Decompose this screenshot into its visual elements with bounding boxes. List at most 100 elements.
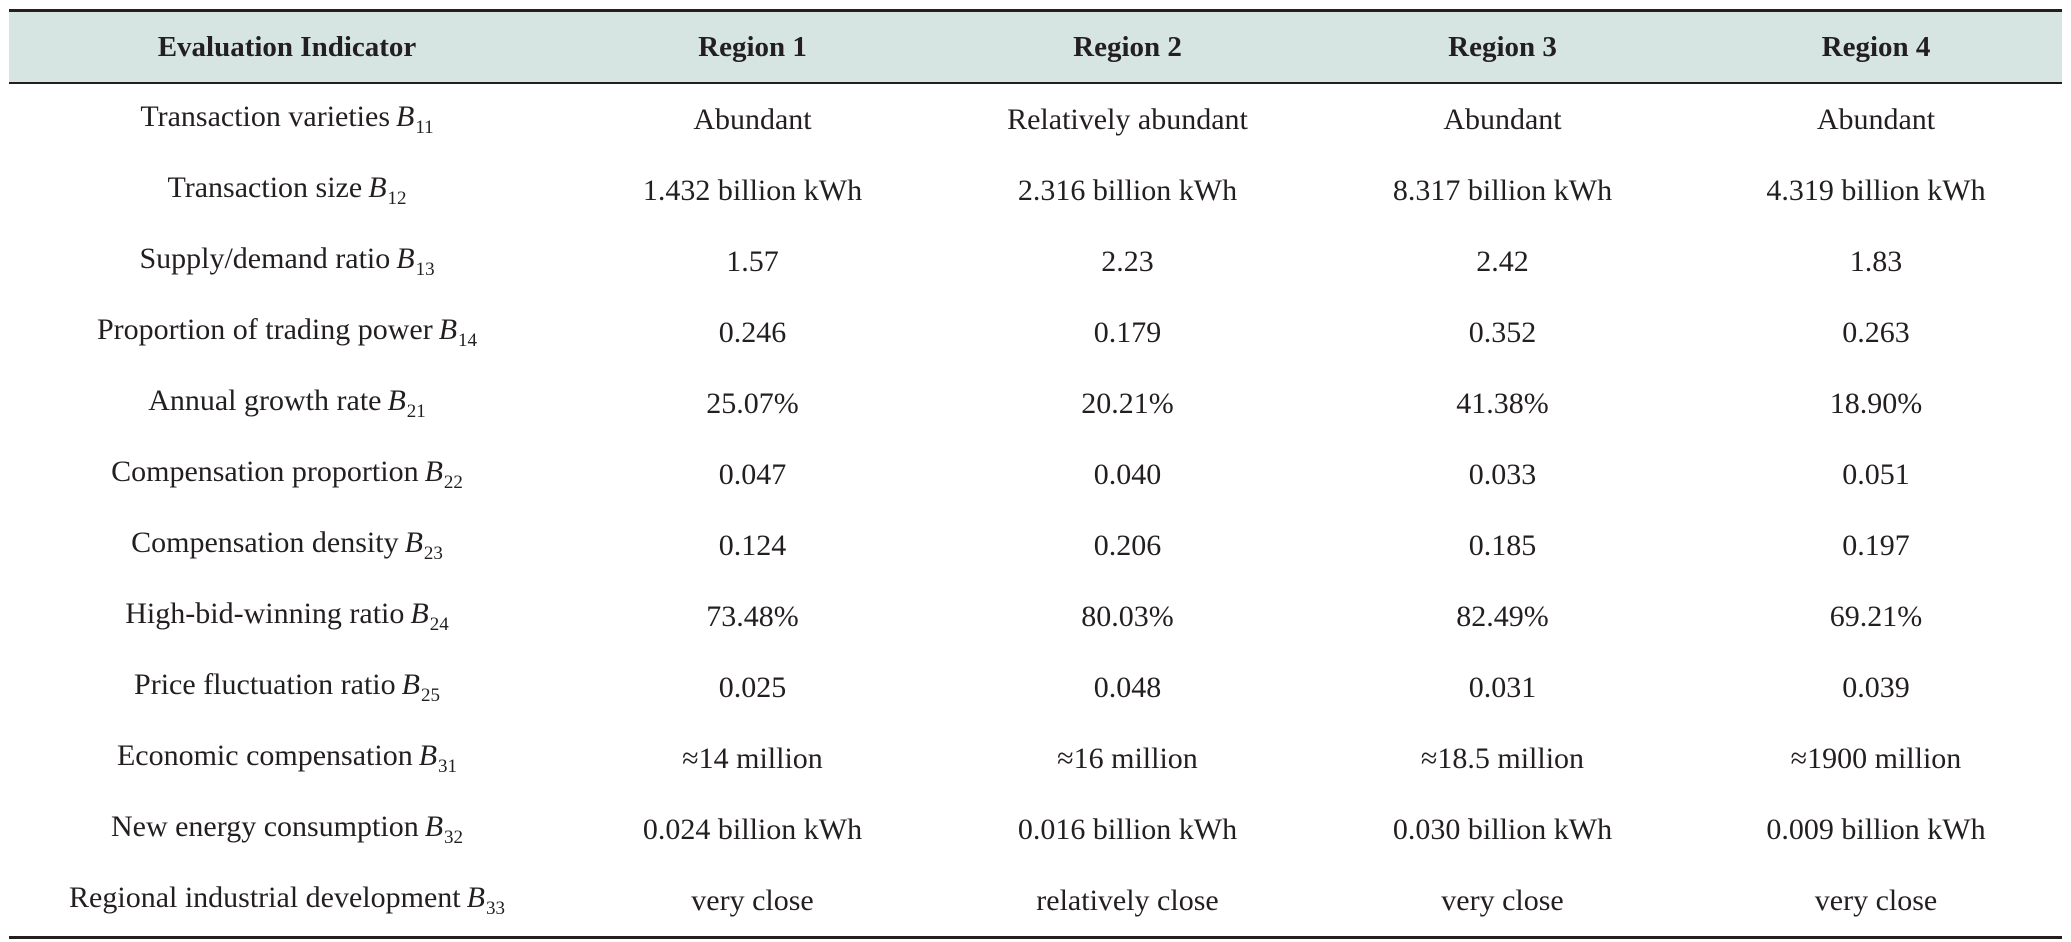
region-4-value: 0.197: [1842, 528, 1910, 562]
indicator-subscript: 25: [420, 685, 440, 706]
region-3-value: Abundant: [1443, 102, 1562, 136]
table-body: Transaction varieties B11 Abundant Relati…: [9, 83, 2062, 939]
region-1-value: 0.124: [718, 528, 787, 562]
indicator-cell: Annual growth rate B21: [9, 368, 565, 439]
region-3-value: very close: [1315, 865, 1690, 939]
header-row: Evaluation Indicator Region 1 Region 2 R…: [9, 9, 2062, 84]
region-2-value: 20.21%: [1081, 386, 1174, 420]
indicator-symbol: B: [401, 668, 420, 701]
header-evaluation-indicator: Evaluation Indicator: [9, 9, 565, 84]
indicator-symbol: B: [466, 881, 485, 914]
indicator-subscript: 11: [415, 117, 434, 138]
region-1-value: 1.432 billion kWh: [642, 173, 863, 207]
indicator-label: Compensation density: [131, 526, 399, 559]
region-4-value: 0.009 billion kWh: [1766, 812, 1986, 846]
region-1-value: Abundant: [693, 102, 812, 136]
evaluation-table-container: Evaluation Indicator Region 1 Region 2 R…: [9, 9, 2062, 939]
region-4-value: ≈1900 million: [1790, 741, 1962, 775]
region-4-value: 4.319 billion kWh: [1766, 173, 1986, 207]
table-row: High-bid-winning ratio B24 73.48% 80.03% …: [9, 581, 2062, 652]
region-4-value: 0.263: [1842, 315, 1910, 349]
region-1-value: 73.48%: [706, 599, 799, 633]
header-region-1: Region 1: [565, 9, 940, 84]
header-region-4: Region 4: [1690, 9, 2062, 84]
region-4-value: Abundant: [1816, 102, 1936, 136]
region-2-value: 0.048: [1093, 670, 1162, 704]
indicator-subscript: 33: [485, 898, 505, 919]
indicator-label: Price fluctuation ratio: [134, 668, 396, 701]
table-row: Compensation density B23 0.124 0.206 0.18…: [9, 510, 2062, 581]
table-row: Transaction varieties B11 Abundant Relati…: [9, 83, 2062, 155]
region-2-value: ≈16 million: [1057, 741, 1198, 775]
table-row: Annual growth rate B21 25.07% 20.21% 41.3…: [9, 368, 2062, 439]
region-3-value: 0.031: [1468, 670, 1537, 704]
region-1-value: 0.024 billion kWh: [642, 812, 863, 846]
region-3-value: ≈18.5 million: [1420, 741, 1585, 775]
region-2-value: 2.23: [1101, 244, 1154, 278]
table-row: Regional industrial development B33 very …: [9, 865, 2062, 939]
region-2-value: 0.179: [1093, 315, 1162, 349]
indicator-cell: Transaction size B12: [9, 155, 565, 226]
region-2-value: 80.03%: [1081, 599, 1174, 633]
indicator-label: New energy consumption: [110, 810, 419, 843]
region-3-value: 8.317 billion kWh: [1392, 173, 1613, 207]
indicator-label: Compensation proportion: [111, 455, 419, 488]
indicator-label: Supply/demand ratio: [139, 242, 391, 275]
indicator-symbol: B: [418, 739, 438, 772]
indicator-symbol: B: [424, 810, 444, 843]
indicator-label: Transaction size: [167, 171, 363, 204]
indicator-cell: Price fluctuation ratio B25: [9, 652, 565, 723]
region-2-value: 0.206: [1093, 528, 1162, 562]
indicator-label: Proportion of trading power: [96, 313, 433, 346]
region-2-value: 0.016 billion kWh: [1017, 812, 1238, 846]
region-4-value: 0.051: [1842, 457, 1910, 491]
region-1-value: 0.047: [718, 457, 787, 491]
indicator-subscript: 24: [429, 614, 449, 635]
region-1-value: 1.57: [726, 244, 779, 278]
region-3-value: 82.49%: [1456, 599, 1549, 633]
region-3-value: 0.352: [1468, 315, 1537, 349]
table-row: Price fluctuation ratio B25 0.025 0.048 0…: [9, 652, 2062, 723]
region-3-value: 0.033: [1468, 457, 1537, 491]
indicator-symbol: B: [424, 455, 443, 488]
evaluation-table: Evaluation Indicator Region 1 Region 2 R…: [9, 9, 2062, 939]
indicator-cell: Transaction varieties B11: [9, 83, 565, 155]
region-4-value: very close: [1690, 865, 2062, 939]
indicator-label: Economic compensation: [116, 739, 413, 772]
region-2-value: Relatively abundant: [1007, 102, 1248, 136]
indicator-symbol: B: [396, 242, 415, 275]
indicator-subscript: 21: [406, 401, 426, 422]
table-row: Proportion of trading power B14 0.246 0.1…: [9, 297, 2062, 368]
region-1-value: 0.025: [718, 670, 787, 704]
indicator-symbol: B: [438, 313, 458, 346]
indicator-cell: Economic compensation B31: [9, 723, 565, 794]
indicator-label: Transaction varieties: [140, 100, 391, 133]
indicator-cell: Supply/demand ratio B13: [9, 226, 565, 297]
indicator-cell: High-bid-winning ratio B24: [9, 581, 565, 652]
table-row: Supply/demand ratio B13 1.57 2.23 2.42 1.…: [9, 226, 2062, 297]
region-2-value: 2.316 billion kWh: [1017, 173, 1238, 207]
table-row: New energy consumption B32 0.024 billion …: [9, 794, 2062, 865]
indicator-subscript: 32: [444, 827, 464, 848]
header-region-3: Region 3: [1315, 9, 1690, 84]
indicator-cell: Proportion of trading power B14: [9, 297, 565, 368]
indicator-cell: Regional industrial development B33: [9, 865, 565, 939]
indicator-cell: New energy consumption B32: [9, 794, 565, 865]
indicator-subscript: 23: [423, 543, 443, 564]
region-3-value: 41.38%: [1456, 386, 1549, 420]
region-1-value: ≈14 million: [682, 741, 823, 775]
region-2-value: relatively close: [940, 865, 1315, 939]
region-3-value: 2.42: [1476, 244, 1529, 278]
indicator-symbol: B: [404, 526, 423, 559]
region-1-value: 25.07%: [706, 386, 799, 420]
table-header: Evaluation Indicator Region 1 Region 2 R…: [9, 9, 2062, 84]
region-1-value: very close: [565, 865, 940, 939]
header-region-2: Region 2: [940, 9, 1315, 84]
indicator-subscript: 22: [443, 472, 463, 493]
indicator-label: Regional industrial development: [69, 881, 461, 914]
table-row: Compensation proportion B22 0.047 0.040 0…: [9, 439, 2062, 510]
region-1-value: 0.246: [718, 315, 787, 349]
indicator-subscript: 12: [387, 188, 407, 209]
region-2-value: 0.040: [1093, 457, 1162, 491]
indicator-symbol: B: [387, 384, 406, 417]
